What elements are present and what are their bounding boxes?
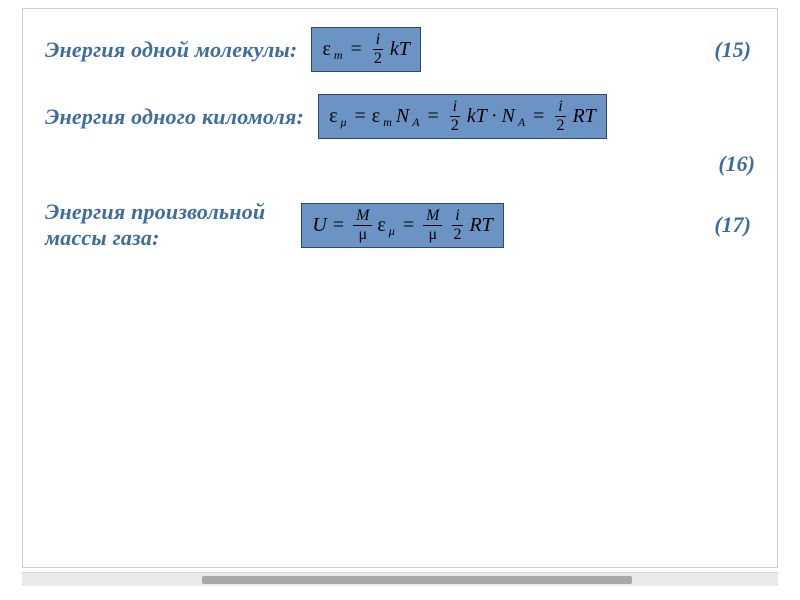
horizontal-scrollbar[interactable] [22,572,778,586]
label-molecule-energy: Энергия одной молекулы: [45,37,297,63]
equation-row-16: Энергия одного киломоля: εμ = εm NA = i … [45,94,755,139]
fraction: i 2 [450,208,464,243]
fraction: i 2 [371,32,385,67]
formula-box-17: U = M μ εμ = M μ i 2 R [301,203,503,248]
formula-16: εμ = εm NA = i 2 kT · NA = i 2 [329,99,596,134]
equation-row-17: Энергия произвольной массы газа: U = M μ… [45,199,755,251]
equation-number-16: (16) [718,151,755,177]
equation-number-row-16: (16) [45,151,755,177]
formula-15: εm = i 2 kT [322,32,409,67]
label-arbitrary-mass: Энергия произвольной массы газа: [45,199,265,251]
formula-17: U = M μ εμ = M μ i 2 R [312,208,492,243]
fraction: M μ [353,208,372,243]
slide-content: Энергия одной молекулы: εm = i 2 kT (15)… [23,9,777,251]
slide-frame: Энергия одной молекулы: εm = i 2 kT (15)… [22,8,778,568]
equation-number-17: (17) [714,212,751,238]
fraction: M μ [423,208,442,243]
fraction: i 2 [448,99,462,134]
equation-row-15: Энергия одной молекулы: εm = i 2 kT (15) [45,27,755,72]
formula-box-15: εm = i 2 kT [311,27,420,72]
label-kilomole-energy: Энергия одного киломоля: [45,104,304,130]
equation-number-15: (15) [714,37,751,63]
fraction: i 2 [553,99,567,134]
formula-box-16: εμ = εm NA = i 2 kT · NA = i 2 [318,94,607,139]
scrollbar-thumb[interactable] [202,576,632,584]
